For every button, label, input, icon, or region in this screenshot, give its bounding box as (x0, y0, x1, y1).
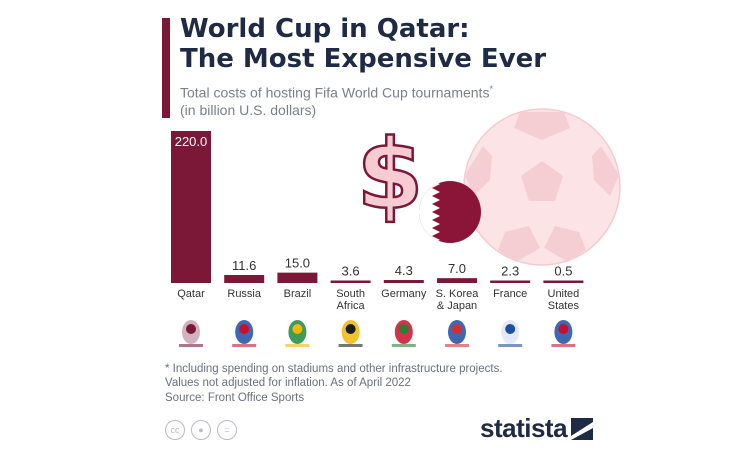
bar-1 (224, 274, 265, 283)
category-label-3: South Africa (336, 288, 365, 312)
svg-text:$: $ (357, 119, 424, 231)
attribution-icon[interactable]: ● (191, 420, 211, 440)
category-label-0: Qatar (177, 288, 205, 300)
germany-2006-logo-icon (391, 320, 416, 347)
dollar-sign-icon: $ (355, 118, 424, 233)
title-accent-bar (162, 18, 170, 118)
russia-2018-logo-icon (232, 320, 257, 347)
bar-4 (383, 280, 424, 283)
france-1998-logo-icon (498, 320, 523, 347)
brazil-2014-logo-icon (285, 320, 310, 347)
value-label-3: 3.6 (342, 264, 360, 279)
value-label-1: 11.6 (232, 258, 256, 273)
category-label-2: Brazil (284, 288, 312, 300)
chart-title: World Cup in Qatar: The Most Expensive E… (180, 14, 547, 74)
value-label-6: 2.3 (501, 264, 519, 279)
bar-6 (490, 280, 531, 283)
subtitle-footnote-mark: * (489, 84, 493, 94)
qatar-flag-icon (419, 181, 481, 243)
creative-commons-icon[interactable]: cc (165, 420, 185, 440)
korea-japan-2002-logo-icon (445, 320, 469, 347)
value-label-2: 15.0 (285, 256, 310, 271)
category-labels-group: Qatar Russia Brazil South Africa Germany S. Ko… (177, 288, 579, 312)
qatar-2022-logo-icon (179, 320, 203, 347)
soccer-ball-icon (463, 108, 621, 266)
bars-group (171, 131, 584, 283)
tournament-logos-group (179, 320, 576, 347)
source-text: Source: Front Office Sports (165, 392, 305, 404)
statista-mark-icon (571, 417, 594, 440)
category-label-5: S. Korea & Japan (436, 288, 480, 312)
value-label-0: 220.0 (175, 134, 208, 149)
value-label-5: 7.0 (448, 261, 466, 276)
bar-5 (437, 278, 477, 283)
value-label-7: 0.5 (554, 264, 572, 279)
no-derivatives-icon[interactable]: = (217, 420, 237, 440)
bar-3 (330, 280, 371, 283)
usa-1994-logo-icon (551, 320, 576, 347)
license-icons: cc ● = (165, 420, 237, 440)
category-label-7: United States (548, 288, 580, 312)
bar-0 (171, 131, 211, 283)
bar-2 (277, 272, 318, 283)
bar-7 (543, 280, 584, 283)
brand-name: statista (480, 413, 568, 443)
subtitle-text: Total costs of hosting Fifa World Cup to… (180, 84, 490, 101)
footnote: * Including spending on stadiums and oth… (165, 363, 503, 389)
value-label-4: 4.3 (395, 263, 413, 278)
category-label-4: Germany (381, 288, 427, 300)
value-labels-group: 220.0 11.6 15.0 3.6 4.3 7.0 2.3 0.5 (175, 134, 573, 279)
bar-chart: $ 220.0 11.6 15.0 3.6 4.3 7.0 2.3 0.5 Qatar Russ… (171, 108, 621, 347)
chart-subtitle: Total costs of hosting Fifa World Cup to… (180, 84, 493, 101)
chart-subtitle-unit: (in billion U.S. dollars) (180, 102, 317, 118)
brand-logo[interactable]: statista (480, 413, 594, 444)
south-africa-2010-logo-icon (338, 320, 363, 347)
category-label-6: France (493, 288, 527, 300)
category-label-1: Russia (227, 288, 262, 300)
